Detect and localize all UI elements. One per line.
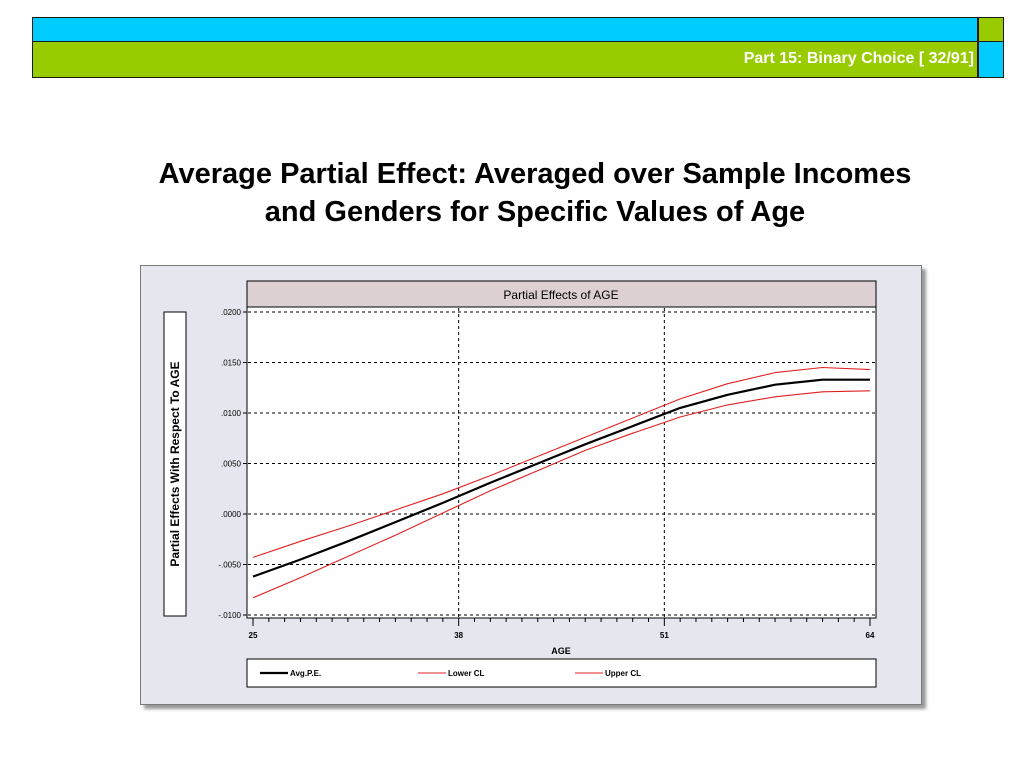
legend-label-2: Upper CL: [605, 669, 641, 678]
y-tick-label: -.0100: [218, 611, 241, 620]
y-tick-label: .0050: [221, 460, 242, 469]
y-tick-label: .0000: [221, 510, 242, 519]
x-axis-label: AGE: [551, 646, 571, 656]
header-corner-top: [978, 17, 1004, 42]
slide-label: Part 15: Binary Choice [ 32/91]: [743, 50, 974, 67]
slide-title: Average Partial Effect: Averaged over Sa…: [40, 155, 1024, 231]
plot-area: [246, 306, 877, 619]
legend-label-0: Avg.P.E.: [290, 669, 321, 678]
grid: [248, 308, 875, 617]
x-tick-label: 51: [660, 631, 669, 640]
header-bar-bottom: [32, 42, 978, 78]
series-lines: [252, 366, 871, 599]
series-line-0: [252, 378, 870, 578]
x-tick-label: 38: [454, 631, 463, 640]
y-tick-label: .0200: [221, 308, 242, 317]
y-ticks: .0200 .0150 .0100 .0050 .0000 -.0050 -.0100: [218, 308, 247, 620]
header-bar-top: [32, 17, 978, 42]
y-tick-label: .0100: [221, 409, 242, 418]
series-line-2: [252, 366, 871, 558]
slide-title-line2: and Genders for Specific Values of Age: [264, 196, 806, 228]
y-tick-label: .0150: [221, 359, 242, 368]
x-ticks: 25 38 51 64: [249, 618, 875, 640]
chart-title: Partial Effects of AGE: [503, 288, 618, 302]
y-label-box: [163, 311, 187, 617]
legend: Avg.P.E. Lower CL Upper CL: [260, 669, 641, 678]
series-line-1: [252, 390, 871, 599]
chart-title-bar: [246, 280, 877, 308]
legend-label-1: Lower CL: [448, 669, 485, 678]
legend-box: [246, 658, 877, 688]
header-corner-bottom: [978, 42, 1004, 78]
y-axis-label: Partial Effects With Respect To AGE: [168, 361, 182, 566]
x-tick-label: 64: [866, 631, 875, 640]
slide-title-line1: Average Partial Effect: Averaged over Sa…: [158, 158, 912, 190]
y-tick-label: -.0050: [218, 561, 241, 570]
x-tick-label: 25: [249, 631, 258, 640]
